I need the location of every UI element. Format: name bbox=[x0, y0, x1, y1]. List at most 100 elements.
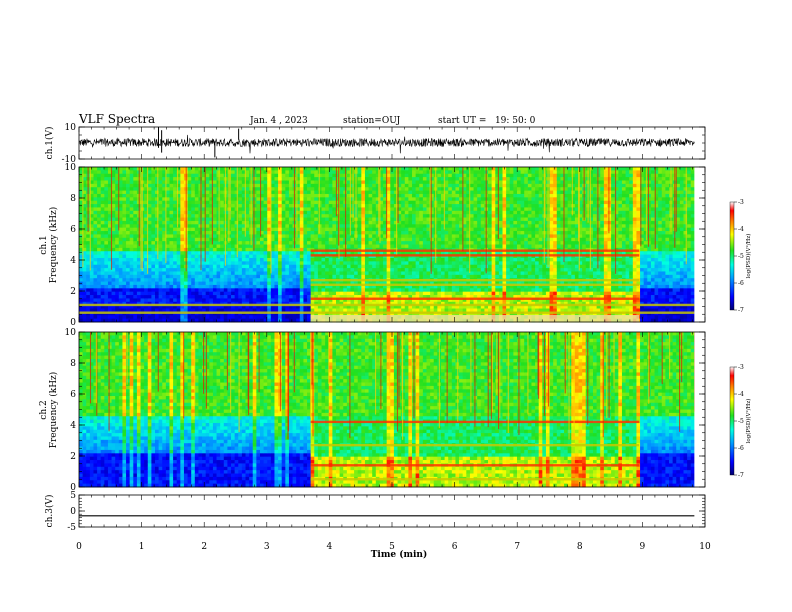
spectrogram-cell bbox=[459, 193, 464, 198]
spectrogram-cell bbox=[336, 210, 341, 215]
spectrogram-cell bbox=[426, 214, 431, 218]
spectrogram-cell bbox=[437, 237, 442, 242]
spectrogram-cell bbox=[180, 305, 185, 309]
spectrogram-cell bbox=[104, 254, 109, 259]
spectrogram-cell bbox=[390, 167, 395, 171]
spectrogram-cell bbox=[209, 301, 214, 306]
spectrogram-cell bbox=[220, 244, 225, 249]
spectrogram-cell bbox=[401, 210, 406, 215]
spectrogram-cell bbox=[379, 291, 384, 296]
spectrogram-cell bbox=[321, 298, 326, 303]
spectrogram-cell bbox=[332, 308, 337, 313]
spectrogram-cell bbox=[415, 170, 420, 175]
spectrogram-cell bbox=[202, 298, 207, 303]
spectrogram-cell bbox=[372, 237, 377, 242]
spectrogram-cell bbox=[155, 308, 160, 313]
spectrogram-cell bbox=[383, 271, 388, 276]
spectrogram-cell bbox=[187, 318, 192, 323]
spectrogram-cell bbox=[158, 284, 163, 289]
spectrogram-cell bbox=[404, 241, 409, 245]
spectrogram-cell bbox=[155, 224, 160, 229]
spectrogram-cell bbox=[89, 298, 94, 303]
spectrogram-cell bbox=[419, 251, 424, 256]
spectrogram-cell bbox=[426, 298, 431, 303]
spectrogram-cell bbox=[234, 247, 239, 252]
spectrogram-cell bbox=[459, 264, 464, 269]
spectrogram-cell bbox=[444, 268, 449, 272]
spectrogram-cell bbox=[162, 224, 167, 229]
spectrogram-cell bbox=[104, 180, 109, 185]
spectrogram-cell bbox=[144, 210, 149, 215]
spectrogram-cell bbox=[133, 214, 138, 218]
spectrogram-cell bbox=[129, 167, 134, 171]
spectrogram-cell bbox=[440, 241, 445, 245]
spectrogram-cell bbox=[288, 170, 293, 175]
spectrogram-cell bbox=[187, 284, 192, 289]
spectrogram-cell bbox=[310, 295, 315, 299]
spectrogram-cell bbox=[440, 190, 445, 195]
spectrogram-cell bbox=[238, 190, 243, 195]
spectrogram-cell bbox=[379, 217, 384, 222]
spectrogram-cell bbox=[234, 274, 239, 279]
spectrogram-cell bbox=[234, 257, 239, 262]
spectrogram-cell bbox=[386, 190, 391, 195]
spectrogram-cell bbox=[332, 200, 337, 205]
spectrogram-cell bbox=[426, 261, 431, 266]
spectrogram-cell bbox=[259, 224, 265, 229]
spectrogram-cell bbox=[212, 224, 217, 229]
spectrogram-cell bbox=[299, 231, 304, 235]
spectrogram-cell bbox=[249, 254, 254, 259]
spectrogram-cell bbox=[227, 247, 232, 252]
spectrogram-cell bbox=[147, 204, 152, 208]
spectrogram-cell bbox=[263, 237, 268, 242]
spectrogram-cell bbox=[136, 264, 141, 269]
spectrogram-cell bbox=[448, 231, 453, 235]
spectrogram-cell bbox=[412, 234, 417, 239]
spectrogram-cell bbox=[118, 291, 123, 296]
spectrogram-cell bbox=[372, 207, 377, 212]
spectrogram-cell bbox=[346, 190, 351, 195]
spectrogram-cell bbox=[155, 244, 160, 249]
spectrogram-cell bbox=[393, 251, 398, 256]
spectrogram-cell bbox=[129, 190, 134, 195]
spectrogram-cell bbox=[79, 305, 84, 309]
spectrogram-cell bbox=[440, 200, 445, 205]
spectrogram-cell bbox=[238, 268, 243, 272]
spectrogram-cell bbox=[393, 210, 398, 215]
spectrogram-cell bbox=[357, 167, 362, 171]
spectrogram-cell bbox=[155, 254, 160, 259]
spectrogram-cell bbox=[252, 167, 257, 171]
spectrogram-cell bbox=[444, 274, 449, 279]
spectrogram-cell bbox=[357, 220, 362, 225]
spectrogram-cell bbox=[281, 227, 286, 232]
spectrogram-cell bbox=[79, 170, 84, 175]
spectrogram-cell bbox=[104, 288, 109, 293]
spectrogram-cell bbox=[205, 268, 210, 272]
spectrogram-cell bbox=[93, 231, 98, 235]
spectrogram-cell bbox=[278, 247, 283, 252]
spectrogram-cell bbox=[107, 308, 112, 313]
spectrogram-cell bbox=[107, 183, 112, 188]
spectrogram-cell bbox=[173, 173, 178, 178]
spectrogram-cell bbox=[274, 291, 279, 296]
spectrogram-cell bbox=[111, 214, 116, 218]
spectrogram-cell bbox=[151, 301, 156, 306]
spectrogram-cell bbox=[162, 295, 167, 299]
spectrogram-cell bbox=[238, 177, 243, 181]
spectrogram-cell bbox=[401, 298, 406, 303]
spectrogram-cell bbox=[375, 207, 380, 212]
spectrogram-cell bbox=[317, 257, 322, 262]
spectrogram-cell bbox=[129, 268, 134, 272]
spectrogram-cell bbox=[310, 207, 315, 212]
spectrogram-cell bbox=[390, 274, 395, 279]
spectrogram-cell bbox=[372, 217, 377, 222]
spectrogram-cell bbox=[314, 257, 319, 262]
spectrogram-cell bbox=[437, 291, 442, 296]
spectrogram-cell bbox=[100, 217, 105, 222]
spectrogram-cell bbox=[350, 284, 355, 289]
spectrogram-cell bbox=[118, 268, 123, 272]
spectrogram-cell bbox=[158, 244, 163, 249]
spectrogram-cell bbox=[364, 180, 369, 185]
spectrogram-cell bbox=[136, 261, 141, 266]
spectrogram-cell bbox=[176, 214, 181, 218]
